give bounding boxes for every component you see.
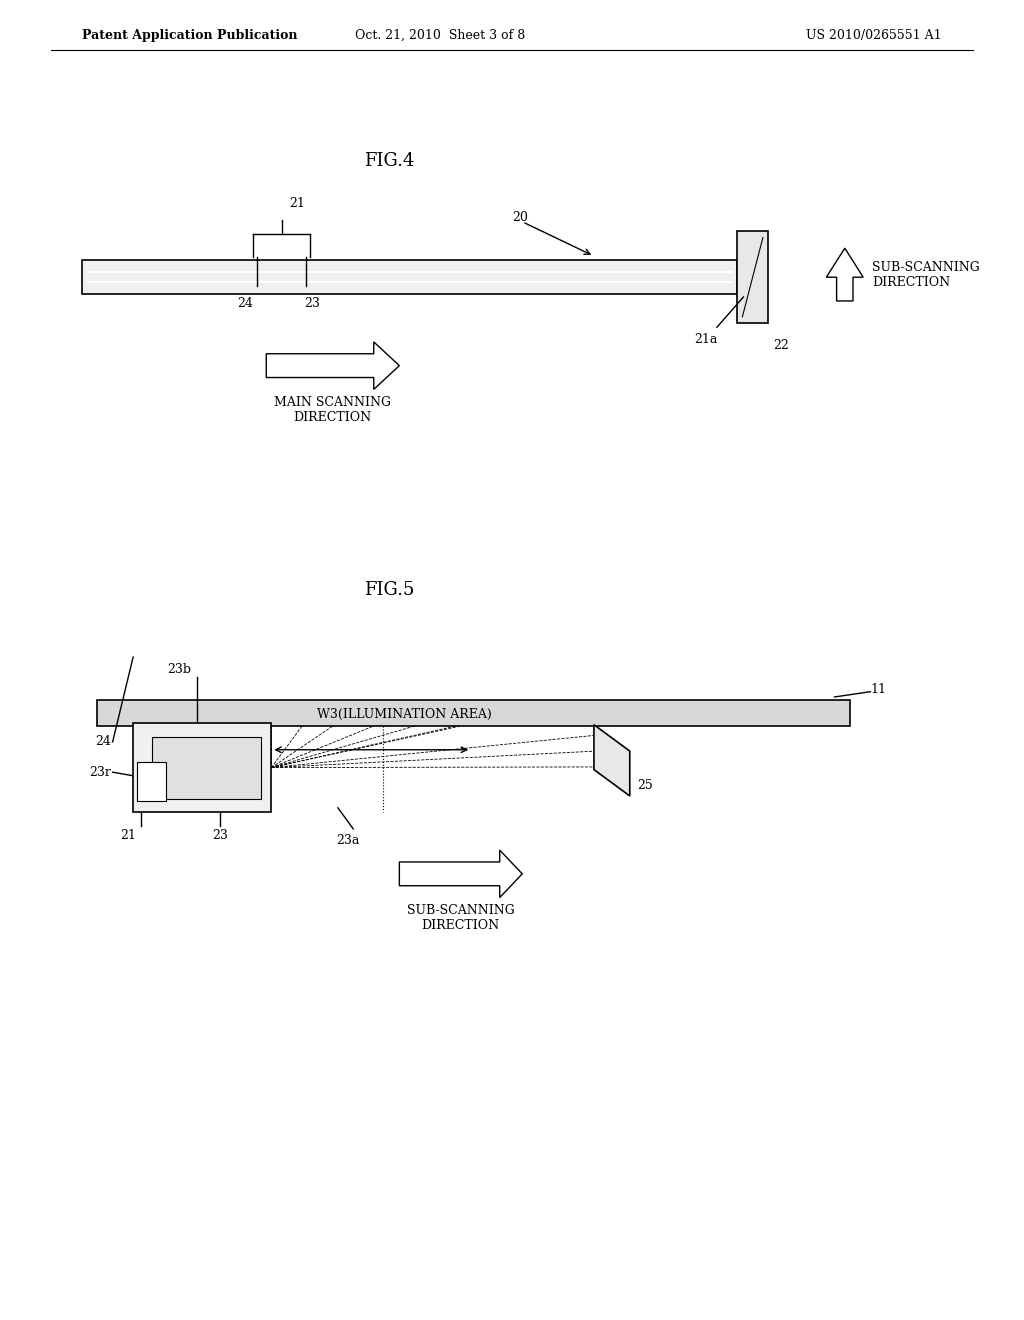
Polygon shape xyxy=(826,248,863,301)
Text: SUB-SCANNING
DIRECTION: SUB-SCANNING DIRECTION xyxy=(872,260,980,289)
Text: MAIN SCANNING
DIRECTION: MAIN SCANNING DIRECTION xyxy=(274,396,391,424)
Polygon shape xyxy=(399,850,522,898)
Text: US 2010/0265551 A1: US 2010/0265551 A1 xyxy=(807,29,942,42)
Text: 25: 25 xyxy=(637,779,652,792)
Text: 23a: 23a xyxy=(337,834,359,847)
Text: 23r: 23r xyxy=(89,766,111,779)
Polygon shape xyxy=(594,725,630,796)
Text: 22: 22 xyxy=(773,339,788,352)
Text: FIG.5: FIG.5 xyxy=(364,581,415,599)
Text: 21: 21 xyxy=(289,197,305,210)
Polygon shape xyxy=(266,342,399,389)
Text: 24: 24 xyxy=(237,297,253,310)
Text: SUB-SCANNING
DIRECTION: SUB-SCANNING DIRECTION xyxy=(407,904,515,932)
Text: W3(ILLUMINATION AREA): W3(ILLUMINATION AREA) xyxy=(317,708,492,721)
Text: FIG.4: FIG.4 xyxy=(364,152,415,170)
Text: 20: 20 xyxy=(512,211,528,224)
Polygon shape xyxy=(152,737,261,799)
Text: 11: 11 xyxy=(870,682,887,696)
Text: 23: 23 xyxy=(212,829,228,842)
Polygon shape xyxy=(82,260,737,294)
Polygon shape xyxy=(97,700,850,726)
Text: 21: 21 xyxy=(120,829,136,842)
Text: Patent Application Publication: Patent Application Publication xyxy=(82,29,297,42)
Text: 24: 24 xyxy=(94,735,111,748)
Polygon shape xyxy=(737,231,768,323)
Text: Oct. 21, 2010  Sheet 3 of 8: Oct. 21, 2010 Sheet 3 of 8 xyxy=(355,29,525,42)
Polygon shape xyxy=(137,762,166,801)
Text: 23: 23 xyxy=(304,297,321,310)
Text: 23b: 23b xyxy=(167,663,191,676)
Text: 21a: 21a xyxy=(694,333,718,346)
Polygon shape xyxy=(133,723,271,812)
